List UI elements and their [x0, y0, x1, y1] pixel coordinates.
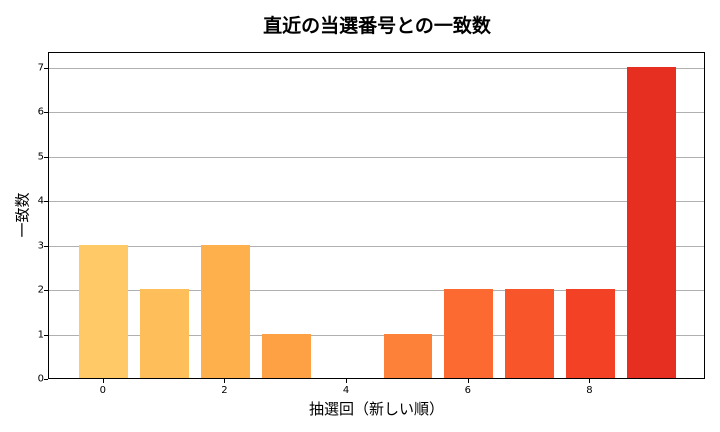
bar-1 — [140, 289, 189, 378]
y-tick-mark — [44, 112, 48, 114]
chart-title: 直近の当選番号との一致数 — [263, 15, 491, 37]
y-axis-label: 一致数 — [13, 192, 32, 238]
y-tick-label: 7 — [37, 62, 44, 74]
y-tick-mark — [44, 201, 48, 203]
gridline — [49, 290, 704, 292]
bar-3 — [261, 333, 311, 378]
y-tick-mark — [44, 334, 48, 336]
y-tick-label: 4 — [37, 195, 44, 207]
y-tick-mark — [44, 245, 48, 247]
bar-7 — [505, 289, 554, 378]
x-tick-label: 6 — [464, 385, 471, 396]
y-tick-mark — [44, 379, 48, 380]
x-tick-label: 4 — [342, 385, 350, 396]
bar-8 — [566, 289, 615, 378]
bar-2 — [201, 244, 250, 378]
y-tick-mark — [44, 156, 48, 158]
x-tick-label: 8 — [586, 385, 593, 396]
bar-9 — [626, 66, 676, 378]
y-tick-label: 6 — [37, 106, 44, 118]
x-tick-mark — [467, 379, 469, 383]
y-tick-label: 2 — [37, 284, 44, 296]
gridline — [49, 201, 704, 203]
y-tick-mark — [44, 290, 48, 292]
bar-0 — [79, 244, 129, 378]
y-tick-label: 0 — [37, 373, 44, 385]
x-tick-mark — [102, 379, 104, 383]
gridline — [49, 67, 704, 69]
gridline — [49, 334, 704, 336]
gridline — [49, 156, 704, 158]
plot-area — [48, 52, 705, 379]
x-tick-mark — [224, 379, 226, 383]
y-tick-label: 1 — [37, 329, 44, 340]
gridline — [49, 245, 704, 247]
y-tick-label: 3 — [37, 240, 44, 252]
bar-6 — [444, 289, 494, 378]
bar-5 — [383, 333, 433, 378]
x-tick-mark — [346, 379, 348, 383]
y-tick-mark — [44, 67, 48, 69]
x-tick-mark — [589, 379, 591, 383]
gridline — [49, 112, 704, 114]
x-axis-label: 抽選回（新しい順） — [308, 400, 444, 418]
x-tick-label: 0 — [99, 385, 106, 396]
x-tick-label: 2 — [221, 385, 228, 396]
y-tick-label: 5 — [37, 151, 44, 163]
